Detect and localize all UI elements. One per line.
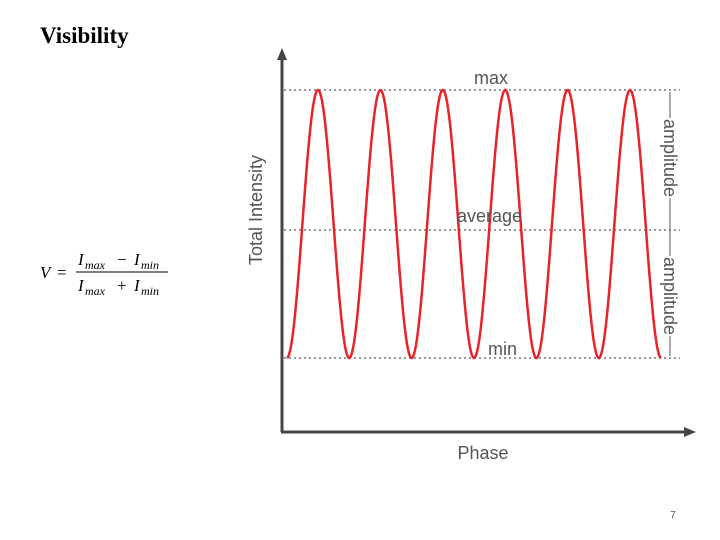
max-label: max: [474, 68, 508, 88]
formula-subscript: max: [85, 284, 106, 298]
formula-subscript: max: [85, 258, 106, 272]
x-axis-label: Phase: [457, 443, 508, 463]
formula-variable: V: [40, 263, 53, 282]
formula-operator: +: [117, 276, 127, 295]
intensity-diagram: max average min Total Intensity Phase am…: [246, 48, 696, 463]
amplitude-label: amplitude: [660, 257, 680, 335]
arrow-head: [684, 427, 696, 437]
arrow-head: [277, 48, 287, 60]
formula-subscript: min: [141, 284, 159, 298]
formula-equals: =: [57, 263, 67, 282]
formula-subscript: min: [141, 258, 159, 272]
formula-term: I: [133, 276, 141, 295]
slide-title: Visibility: [40, 23, 129, 48]
min-label: min: [488, 339, 517, 359]
amplitude-label: amplitude: [660, 119, 680, 197]
formula-term: I: [77, 250, 85, 269]
y-axis-label: Total Intensity: [246, 155, 266, 265]
formula-operator: −: [117, 250, 127, 269]
formula-term: I: [77, 276, 85, 295]
average-label: average: [457, 206, 522, 226]
formula-term: I: [133, 250, 141, 269]
intensity-wave: [286, 88, 662, 360]
visibility-formula: V = I max − I min I max + I min: [40, 250, 168, 298]
page-number: 7: [670, 510, 676, 521]
